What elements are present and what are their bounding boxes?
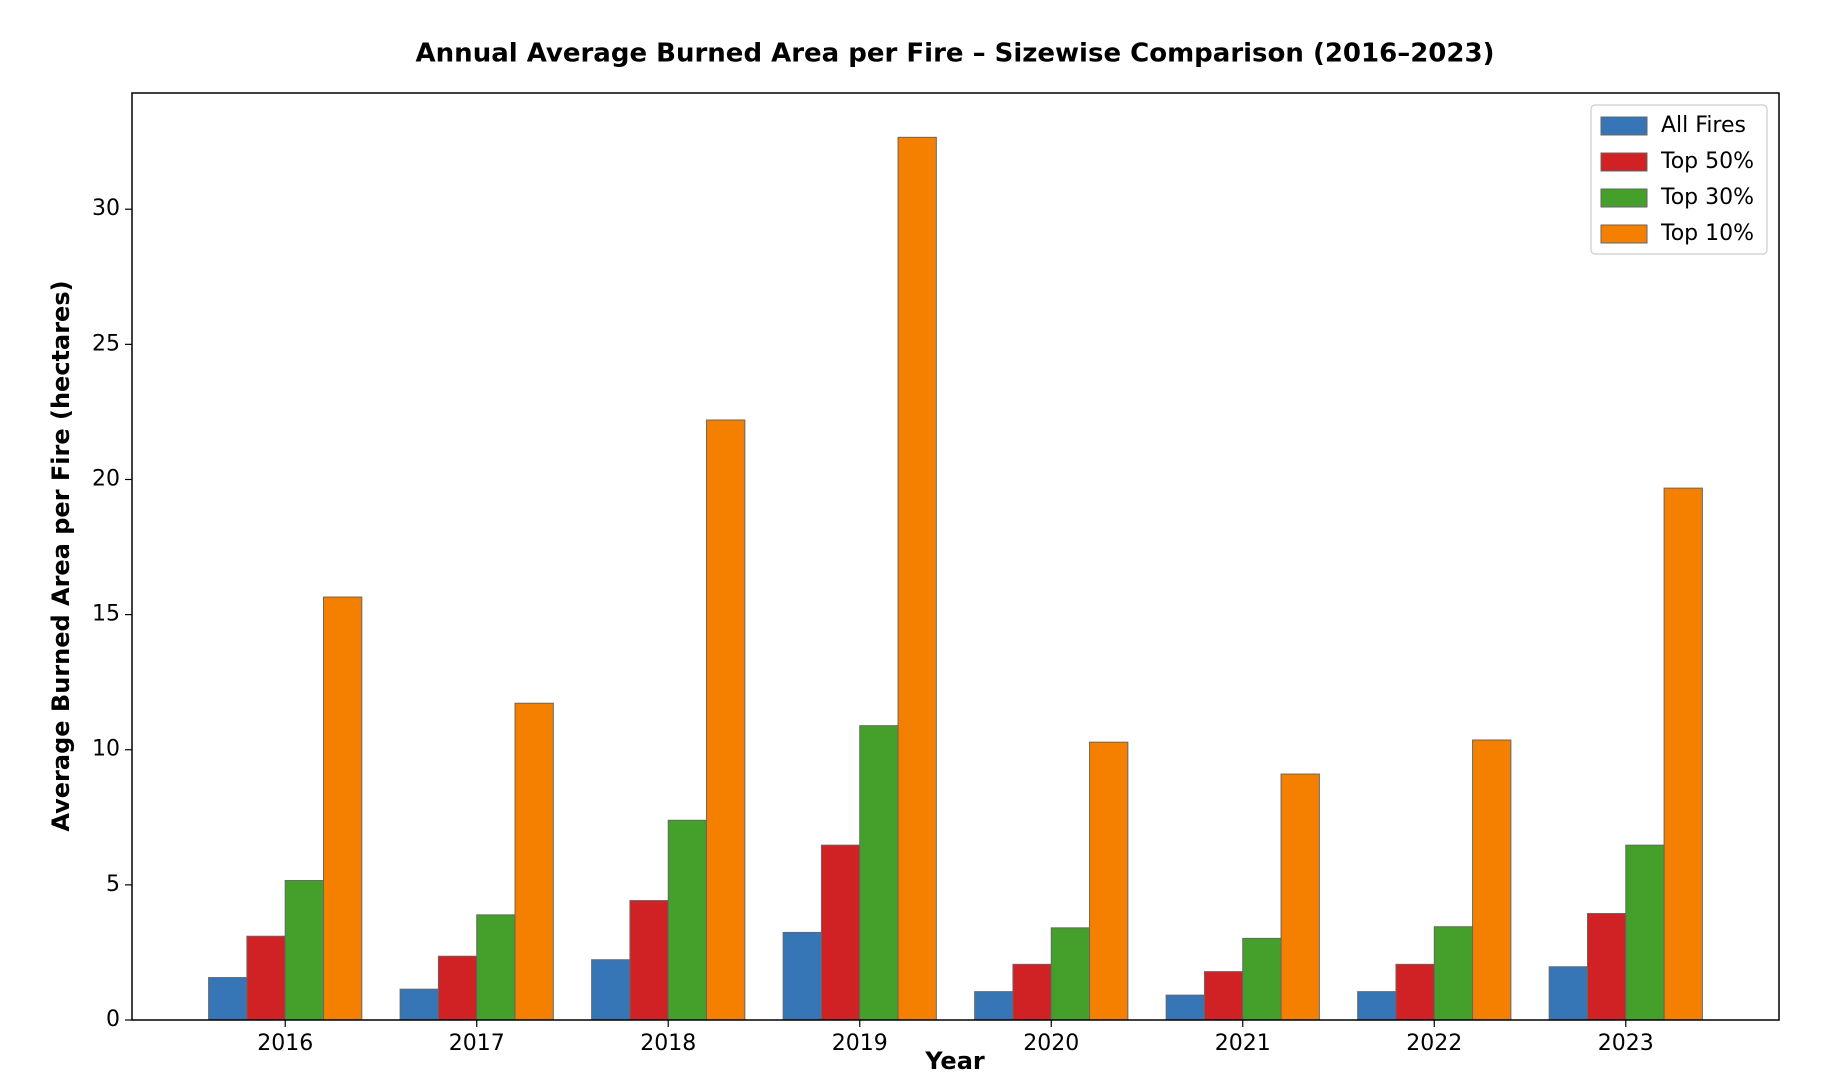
x-axis-label: Year — [924, 1047, 985, 1074]
x-tick-label: 2023 — [1598, 1031, 1654, 1056]
legend-label: Top 10% — [1660, 221, 1754, 246]
bar — [629, 900, 669, 1021]
bar — [437, 955, 478, 1021]
bar — [1586, 913, 1627, 1021]
bar — [1663, 487, 1703, 1021]
bar — [859, 725, 899, 1021]
bar — [208, 977, 248, 1021]
bar — [1357, 991, 1397, 1021]
bar — [1089, 741, 1129, 1021]
bar — [782, 931, 822, 1021]
y-tick-label: 15 — [92, 602, 120, 627]
x-tick-label: 2016 — [257, 1031, 313, 1056]
bar — [1203, 971, 1244, 1021]
x-tick-label: 2021 — [1215, 1031, 1271, 1056]
legend-swatch — [1600, 224, 1648, 244]
bar — [1280, 773, 1320, 1021]
bar — [399, 988, 439, 1021]
x-tick-label: 2022 — [1406, 1031, 1462, 1056]
x-tick-label: 2019 — [832, 1031, 888, 1056]
bar — [284, 880, 325, 1021]
legend-label: All Fires — [1661, 113, 1746, 138]
bar — [706, 419, 746, 1021]
bar — [1548, 966, 1588, 1021]
legend-swatch — [1600, 188, 1648, 208]
y-tick-label: 30 — [92, 196, 120, 221]
x-tick-label: 2020 — [1023, 1031, 1079, 1056]
bar — [1472, 739, 1512, 1021]
y-tick-label: 10 — [92, 737, 120, 762]
bar — [1165, 994, 1205, 1021]
bar — [1433, 926, 1474, 1021]
y-tick-label: 20 — [92, 466, 120, 491]
legend-swatch — [1600, 152, 1648, 172]
bar — [820, 844, 861, 1021]
bar — [1395, 963, 1435, 1021]
bar — [974, 991, 1014, 1021]
bar — [1012, 963, 1052, 1021]
bar — [323, 596, 363, 1021]
legend-box — [1590, 104, 1768, 255]
bar — [1242, 937, 1282, 1021]
bar — [476, 914, 516, 1021]
bar — [514, 702, 554, 1021]
bar — [1625, 844, 1665, 1021]
bar — [897, 136, 937, 1021]
bar — [591, 959, 631, 1021]
chart-title: Annual Average Burned Area per Fire – Si… — [416, 39, 1495, 69]
legend-label: Top 50% — [1660, 149, 1754, 174]
legend-label: Top 30% — [1660, 185, 1754, 210]
x-tick-label: 2017 — [449, 1031, 505, 1056]
y-tick-label: 0 — [106, 1007, 120, 1032]
bar — [1050, 927, 1091, 1021]
x-tick-label: 2018 — [640, 1031, 696, 1056]
legend-swatch — [1600, 116, 1648, 136]
plot-frame — [131, 92, 1780, 1021]
y-axis-label: Average Burned Area per Fire (hectares) — [47, 280, 75, 831]
y-tick-label: 25 — [92, 331, 120, 356]
bar — [667, 819, 708, 1021]
bar — [246, 935, 286, 1021]
y-tick-label: 5 — [106, 872, 120, 897]
